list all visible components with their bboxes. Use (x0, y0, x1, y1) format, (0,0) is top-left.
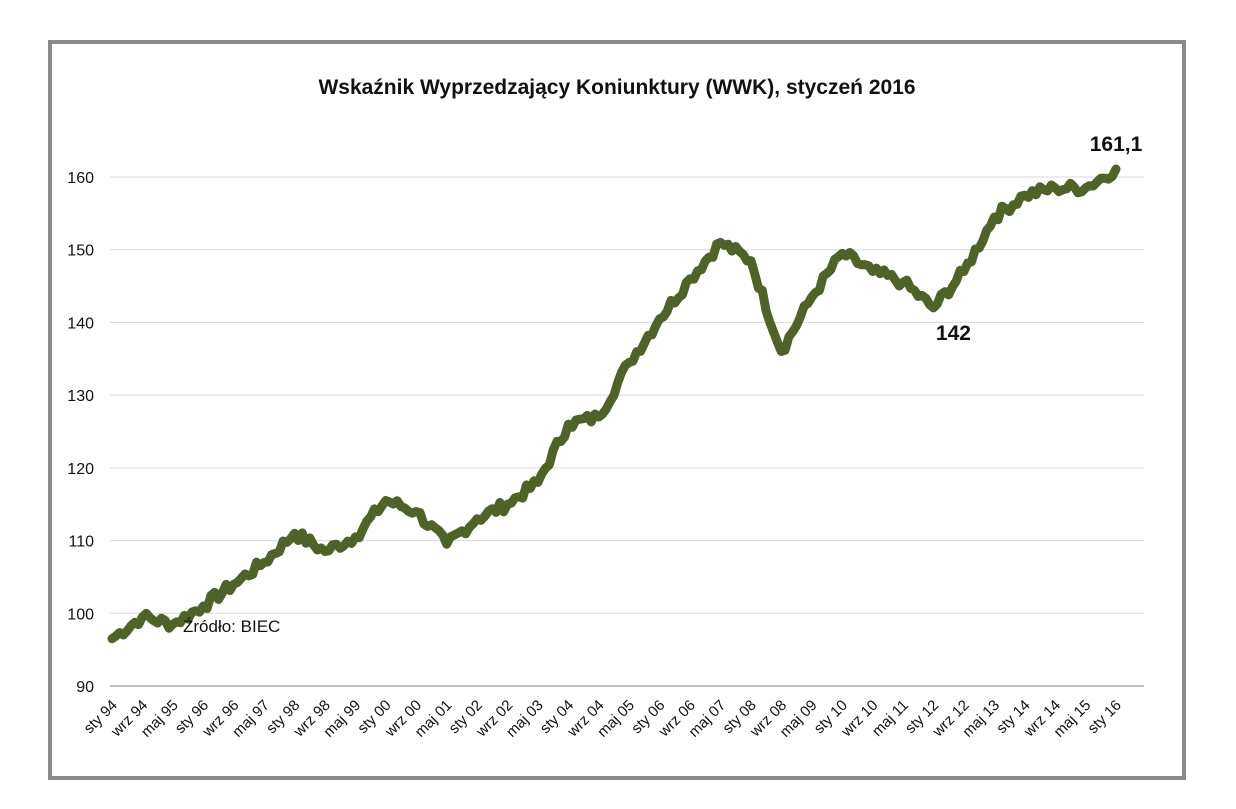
source-note: Źródło: BIEC (183, 617, 280, 636)
y-tick-label: 100 (67, 606, 94, 623)
y-tick-label: 110 (68, 534, 94, 551)
y-tick-label: 120 (67, 461, 94, 478)
x-tick-label: sty 16 (1085, 697, 1125, 737)
chart-frame: Wskaźnik Wyprzedzający Koniunktury (WWK)… (48, 40, 1186, 780)
annotation-label: 142 (936, 322, 971, 345)
annotation-label: 161,1 (1090, 133, 1143, 156)
series-line (107, 164, 1121, 644)
chart-title: Wskaźnik Wyprzedzający Koniunktury (WWK)… (318, 76, 915, 99)
y-tick-label: 150 (67, 243, 94, 260)
y-tick-label: 90 (76, 679, 94, 696)
y-tick-label: 130 (67, 388, 94, 405)
chart: Wskaźnik Wyprzedzający Koniunktury (WWK)… (67, 76, 1144, 741)
y-tick-label: 140 (67, 315, 94, 332)
y-tick-label: 160 (67, 170, 94, 187)
